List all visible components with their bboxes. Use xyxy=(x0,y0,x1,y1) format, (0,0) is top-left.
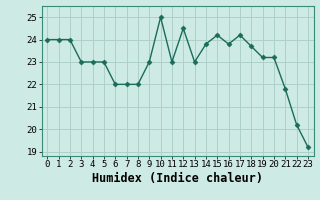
X-axis label: Humidex (Indice chaleur): Humidex (Indice chaleur) xyxy=(92,172,263,185)
